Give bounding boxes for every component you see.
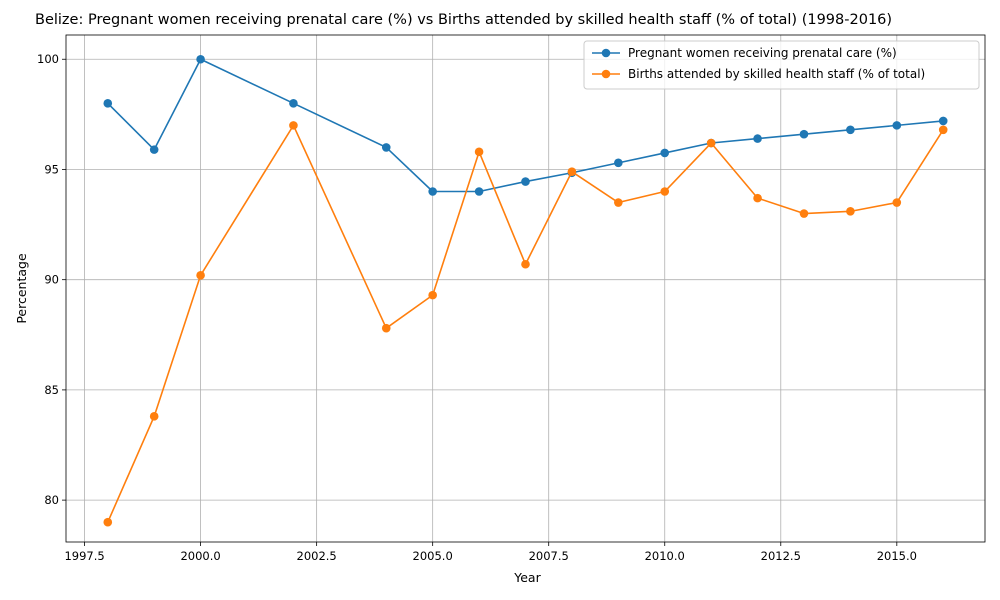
- data-point: [474, 187, 484, 196]
- y-tick-label: 100: [37, 52, 59, 66]
- data-point: [660, 187, 670, 196]
- data-point: [149, 145, 159, 154]
- data-point: [846, 207, 855, 216]
- data-point: [892, 198, 902, 207]
- plot-frame: [65, 34, 986, 543]
- legend-swatch-marker: [601, 69, 611, 79]
- x-axis-title: Year: [513, 570, 541, 585]
- x-tick-label: 2010.0: [645, 549, 685, 563]
- data-point: [428, 290, 437, 300]
- data-point: [846, 125, 855, 135]
- x-tick-label: 2012.5: [761, 549, 801, 563]
- data-point: [149, 412, 159, 421]
- y-tick-label: 80: [44, 493, 59, 507]
- y-tick-label: 85: [44, 383, 59, 397]
- data-point: [381, 323, 391, 333]
- x-tick-label: 2005.0: [413, 549, 453, 563]
- data-point: [196, 54, 205, 64]
- y-axis: 80 85 90 95 100: [37, 52, 66, 507]
- x-tick-label: 1997.5: [64, 549, 104, 563]
- y-axis-title: Percentage: [14, 253, 29, 324]
- data-point: [521, 259, 530, 269]
- data-point: [428, 187, 437, 196]
- legend-frame: [583, 40, 980, 90]
- data-point: [196, 270, 205, 280]
- gridlines: [66, 35, 985, 542]
- data-point: [289, 99, 298, 108]
- data-point: [660, 148, 670, 158]
- data-point: [799, 209, 809, 218]
- series-2: [103, 121, 948, 527]
- x-tick-label: 2007.5: [529, 549, 569, 563]
- data-point: [938, 125, 948, 135]
- x-tick-label: 2000.0: [180, 549, 220, 563]
- data-point: [938, 116, 948, 126]
- series-layer: [103, 54, 948, 527]
- legend-item: Births attended by skilled health staff …: [592, 67, 925, 81]
- data-point: [103, 517, 113, 527]
- y-tick-label: 90: [44, 273, 59, 287]
- data-point: [521, 177, 530, 186]
- x-tick-label: 2002.5: [297, 549, 337, 563]
- legend-label: Births attended by skilled health staff …: [628, 67, 925, 81]
- x-tick-label: 2015.0: [877, 549, 917, 563]
- data-point: [289, 121, 298, 130]
- data-point: [614, 198, 623, 207]
- data-point: [753, 134, 762, 143]
- data-point: [567, 167, 577, 176]
- data-point: [753, 193, 762, 203]
- data-point: [103, 99, 113, 108]
- data-point: [614, 158, 623, 168]
- x-axis: 1997.5 2000.0 2002.5 2005.0 2007.5 2010.0 2012…: [64, 542, 917, 563]
- chart-title: Belize: Pregnant women receiving prenata…: [35, 12, 892, 28]
- data-point: [799, 129, 809, 139]
- data-point: [381, 143, 391, 152]
- legend-item: Pregnant women receiving prenatal care (…: [592, 46, 897, 60]
- legend-swatch-marker: [601, 48, 611, 58]
- data-point: [892, 121, 902, 130]
- y-tick-label: 95: [44, 162, 59, 176]
- legend: Pregnant women receiving prenatal care (…: [583, 40, 980, 90]
- data-point: [706, 138, 716, 148]
- legend-label: Pregnant women receiving prenatal care (…: [628, 46, 897, 60]
- data-point: [474, 147, 484, 157]
